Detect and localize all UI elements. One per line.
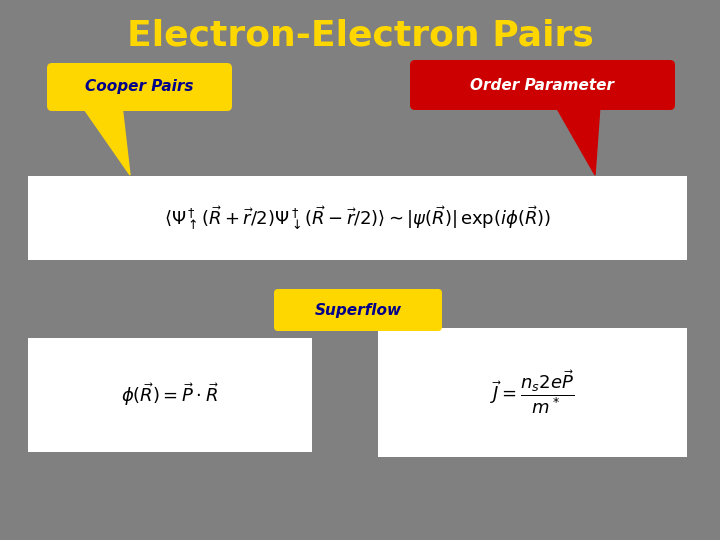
FancyBboxPatch shape <box>410 60 675 110</box>
FancyBboxPatch shape <box>28 338 312 452</box>
Text: Order Parameter: Order Parameter <box>470 78 614 92</box>
FancyBboxPatch shape <box>378 328 687 457</box>
FancyBboxPatch shape <box>47 63 232 111</box>
Text: Cooper Pairs: Cooper Pairs <box>85 79 194 94</box>
Text: $\phi(\vec{R}) = \vec{P} \cdot \vec{R}$: $\phi(\vec{R}) = \vec{P} \cdot \vec{R}$ <box>121 382 219 408</box>
FancyBboxPatch shape <box>274 289 442 331</box>
Text: Superflow: Superflow <box>315 302 402 318</box>
Text: Electron-Electron Pairs: Electron-Electron Pairs <box>127 18 593 52</box>
Polygon shape <box>82 106 130 175</box>
Text: $\vec{J} = \dfrac{n_s 2e\vec{P}}{m^*}$: $\vec{J} = \dfrac{n_s 2e\vec{P}}{m^*}$ <box>490 369 575 416</box>
Text: $\langle\Psi^\dagger_\uparrow(\vec{R}+\vec{r}/2)\Psi^\dagger_\downarrow(\vec{R}-: $\langle\Psi^\dagger_\uparrow(\vec{R}+\v… <box>164 205 551 232</box>
FancyBboxPatch shape <box>28 176 687 260</box>
Polygon shape <box>555 105 600 175</box>
